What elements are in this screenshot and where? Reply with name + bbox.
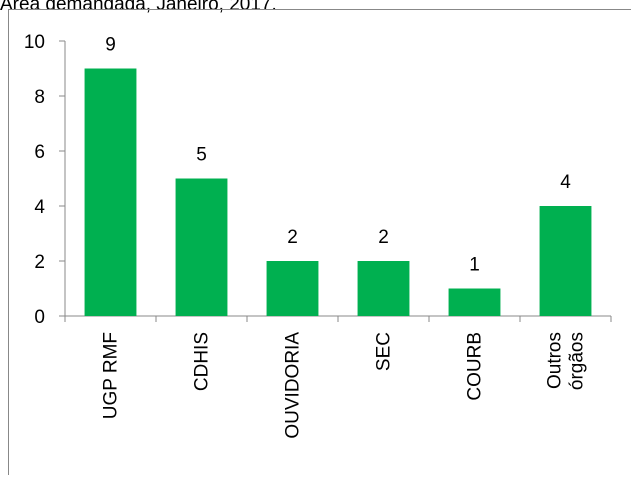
y-tick-label: 2 <box>34 252 45 273</box>
data-label: 4 <box>560 172 571 193</box>
category-label: COURB <box>465 332 486 401</box>
category-label: SEC <box>374 332 395 371</box>
bar <box>539 206 592 316</box>
category-label: OUVIDORIA <box>283 332 304 439</box>
y-tick-label: 10 <box>24 32 45 53</box>
bar <box>175 178 228 316</box>
data-label: 2 <box>378 227 389 248</box>
category-label: UGP RMF <box>101 332 122 419</box>
chart-title: Área demandada, Janeiro, 2017. <box>0 0 277 15</box>
chart-frame <box>8 9 631 475</box>
bar <box>448 288 501 316</box>
category-label: Outros <box>545 332 566 389</box>
data-label: 1 <box>469 255 480 276</box>
y-tick-label: 4 <box>34 197 45 218</box>
y-tick-label: 8 <box>34 87 45 108</box>
data-label: 2 <box>287 227 298 248</box>
category-label: órgãos <box>567 332 588 390</box>
y-tick-label: 6 <box>34 142 45 163</box>
bar <box>357 261 410 316</box>
data-label: 9 <box>105 35 116 56</box>
category-label: CDHIS <box>192 332 213 391</box>
y-tick-label: 0 <box>34 307 45 328</box>
bar <box>84 68 137 316</box>
data-label: 5 <box>196 145 207 166</box>
bar <box>266 261 319 316</box>
